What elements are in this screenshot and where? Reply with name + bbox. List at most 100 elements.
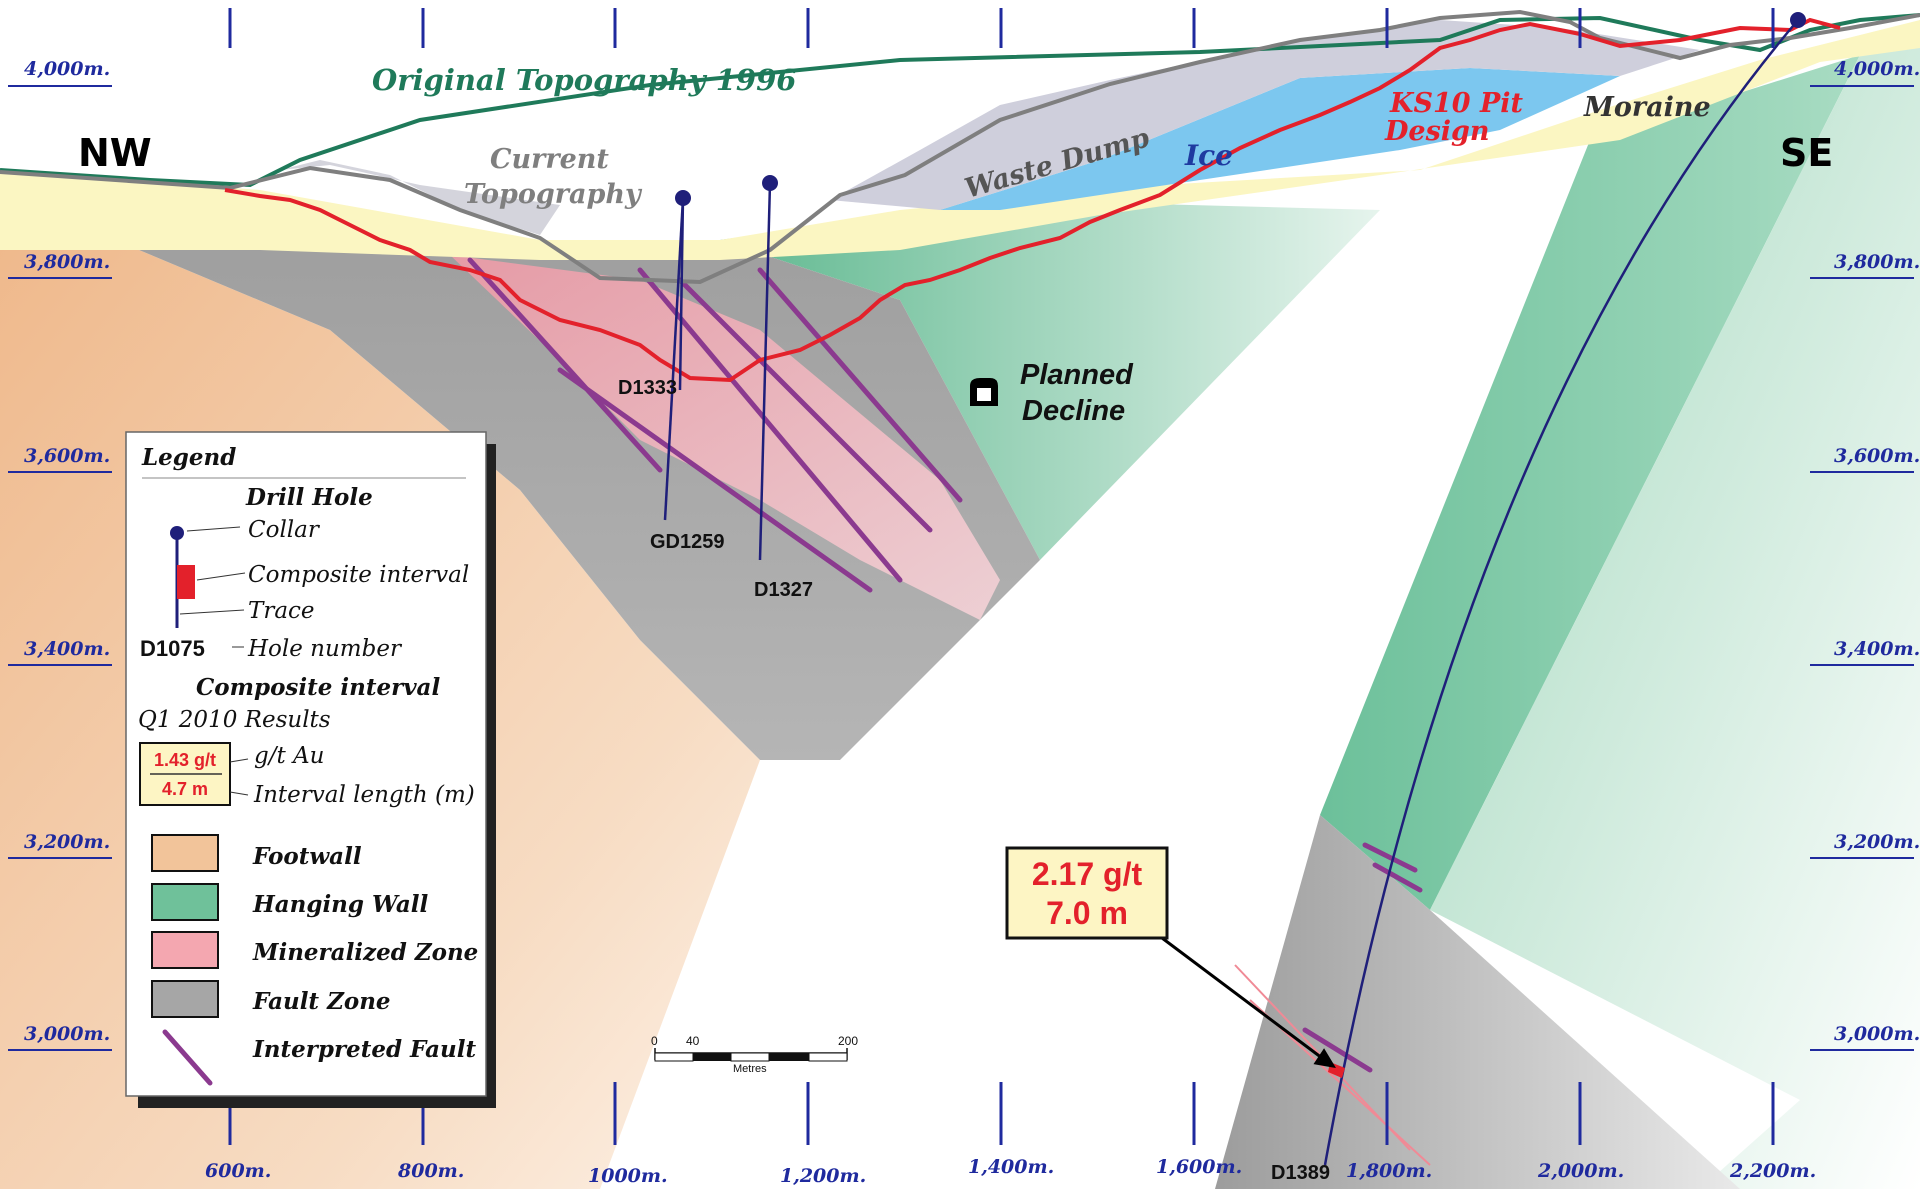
- distance-label: 800m.: [397, 1160, 464, 1182]
- fault-line: [757, 267, 963, 503]
- elevation-label: 3,600m.: [1834, 445, 1920, 467]
- drill-collars: [675, 12, 1806, 206]
- fault-line: [1302, 1027, 1373, 1073]
- hanging-wall-left: [720, 200, 1380, 560]
- elevation-label: 3,200m.: [24, 831, 110, 853]
- planned-decline-label: Decline: [1022, 395, 1125, 427]
- fault-line: [467, 257, 663, 473]
- legend-sample-length: 4.7 m: [162, 779, 208, 799]
- legend-hole-number-example: D1075: [140, 636, 205, 661]
- legend-item-footwall: Footwall: [252, 843, 362, 870]
- legend-grade-unit: g/t Au: [254, 743, 324, 769]
- legend-trace: Trace: [248, 598, 315, 624]
- callout-arrow: [1161, 936, 1336, 1069]
- ice-label: Ice: [1184, 139, 1233, 172]
- drill-label-d1327: D1327: [754, 579, 813, 601]
- left-elevation-ticks: [8, 85, 112, 1051]
- waste-dump-zone: [830, 20, 1700, 210]
- pit-design-label: Design: [1384, 116, 1490, 147]
- fault-line: [677, 277, 933, 533]
- pit-design-line: [224, 17, 1841, 383]
- legend-composite-icon: [177, 565, 195, 599]
- drill-trace-gd1259: [663, 197, 685, 521]
- scale-tick-200: 200: [838, 1034, 858, 1048]
- legend-swatch-mineralized-zone: [151, 931, 219, 969]
- scale-unit: Metres: [733, 1063, 767, 1075]
- distance-label: 2,200m.: [1729, 1160, 1816, 1182]
- legend-hole-number: Hole number: [247, 636, 403, 662]
- legend-collar: Collar: [248, 517, 321, 543]
- drill-collar: [762, 175, 778, 191]
- drill-trace-d1327: [758, 182, 772, 561]
- distance-label: 1,400m.: [968, 1156, 1054, 1178]
- legend-sample-grade: 1.43 g/t: [154, 750, 216, 770]
- fault-line: [1372, 862, 1423, 893]
- distance-label: 1000m.: [588, 1165, 668, 1187]
- drill-trace-d1389: [1323, 19, 1799, 1166]
- elevation-label: 3,400m.: [1834, 638, 1920, 660]
- legend-composite-interval: Composite interval: [248, 562, 469, 588]
- distance-label: 2,000m.: [1537, 1160, 1624, 1182]
- mineralized-zone: [450, 255, 1000, 620]
- planned-decline-label: Planned: [1020, 359, 1134, 391]
- planned-decline-icon: [970, 378, 998, 406]
- drill-trace-d1333: [678, 197, 685, 391]
- distance-label: 1,200m.: [780, 1165, 866, 1187]
- fault-zone-left: [120, 240, 1040, 760]
- top-ticks: [228, 8, 1775, 48]
- scale-tick-0: 0: [651, 1034, 658, 1048]
- legend-results-period: Q1 2010 Results: [138, 707, 331, 733]
- moraine-label: Moraine: [1583, 92, 1711, 123]
- current-topography-label: Current: [490, 144, 609, 175]
- legend-swatch-footwall: [151, 834, 219, 872]
- fault-line: [557, 367, 873, 593]
- legend-title: Legend: [141, 444, 236, 471]
- right-elevation-ticks: [1810, 85, 1914, 1051]
- distance-label: 1,600m.: [1156, 1156, 1242, 1178]
- direction-nw: NW: [78, 131, 152, 175]
- direction-se: SE: [1780, 131, 1833, 175]
- fault-line: [1362, 842, 1418, 873]
- elevation-label: 3,400m.: [24, 638, 110, 660]
- bottom-ticks: [228, 1082, 1775, 1145]
- legend-swatch-interpreted-fault: [162, 1029, 213, 1086]
- original-topography-label: Original Topography 1996: [372, 63, 796, 97]
- legend-item-interpreted-fault: Interpreted Fault: [252, 1036, 476, 1063]
- elevation-label: 3,000m.: [24, 1023, 110, 1045]
- dump-left: [280, 160, 560, 235]
- drill-collar: [1790, 12, 1806, 28]
- pit-design-label: KS10 Pit: [1389, 88, 1523, 119]
- scale-bar: 0 40 200 Metres: [651, 1034, 858, 1075]
- result-grade: 2.17 g/t: [1032, 856, 1143, 892]
- result-callout-box: [1005, 846, 1169, 940]
- legend-interval-length: Interval length (m): [253, 782, 475, 808]
- legend-item-mineralized-zone: Mineralized Zone: [252, 939, 478, 966]
- elevation-label: 3,200m.: [1834, 831, 1920, 853]
- left-elevation-labels: 4,000m. 3,800m. 3,600m. 3,400m. 3,200m. …: [24, 58, 110, 1045]
- result-callout: 2.17 g/t 7.0 m: [1005, 846, 1169, 940]
- interpreted-faults: [467, 257, 1423, 1073]
- fault-zone-right: [1215, 815, 1740, 1189]
- drill-holes: [663, 19, 1799, 1166]
- scale-tick-40: 40: [686, 1034, 700, 1048]
- elevation-label: 3,800m.: [24, 251, 110, 273]
- distance-label: 1,800m.: [1346, 1160, 1432, 1182]
- drill-label-gd1259: GD1259: [650, 531, 725, 553]
- legend-swatch-fault-zone: [151, 980, 219, 1018]
- moraine-zone: [0, 20, 1920, 260]
- legend-composite-heading: Composite interval: [196, 674, 440, 701]
- current-topography-label: Topography: [464, 179, 643, 210]
- right-elevation-labels: 4,000m. 3,800m. 3,600m. 3,400m. 3,200m. …: [1834, 58, 1920, 1045]
- legend-item-hanging-wall: Hanging Wall: [252, 891, 428, 918]
- drill-collar: [675, 190, 691, 206]
- hanging-wall-right: [1320, 55, 1860, 910]
- drill-label-d1389: D1389: [1271, 1162, 1330, 1184]
- legend-collar-icon: [170, 526, 184, 540]
- hanging-wall-far: [1430, 20, 1920, 1189]
- drill-label-d1333: D1333: [618, 377, 677, 399]
- result-length: 7.0 m: [1046, 895, 1128, 931]
- ice-zone: [940, 68, 1620, 210]
- legend-item-fault-zone: Fault Zone: [252, 988, 391, 1015]
- elevation-label: 4,000m.: [24, 58, 110, 80]
